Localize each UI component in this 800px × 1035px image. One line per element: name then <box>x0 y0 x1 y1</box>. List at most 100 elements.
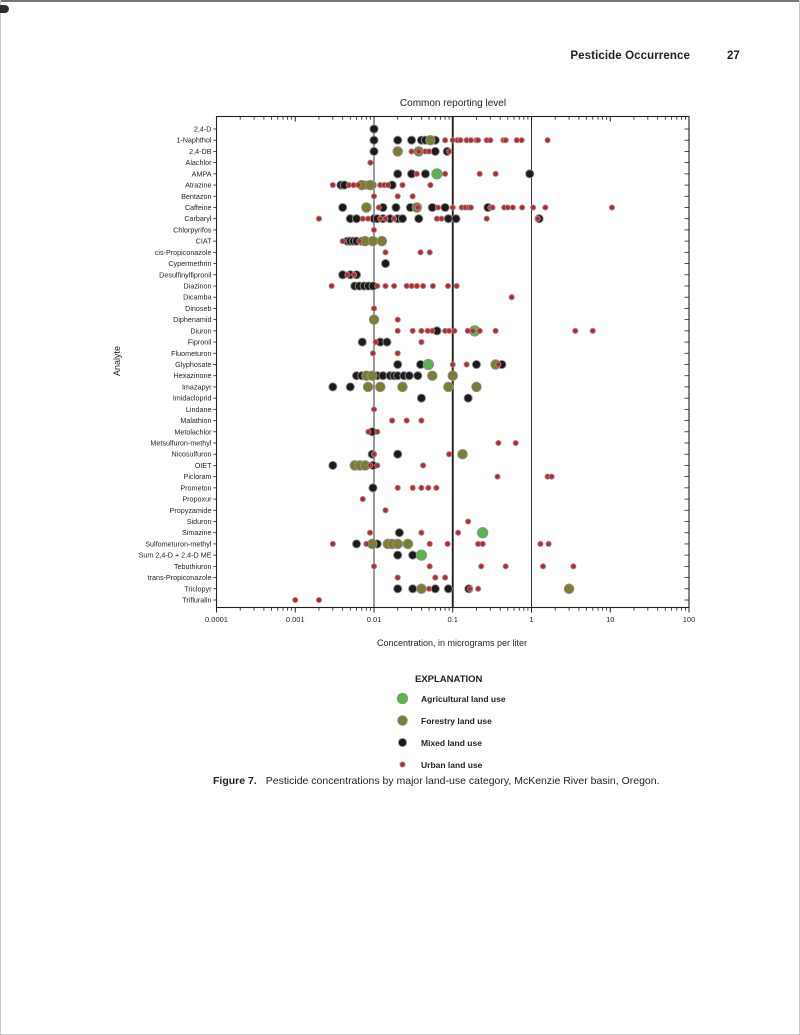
urban-data-point <box>512 439 519 447</box>
mixed-data-point <box>404 371 414 381</box>
analyte-label: Carbaryl <box>184 214 212 223</box>
analyte-label: 2,4-D <box>194 125 212 134</box>
urban-data-point <box>425 484 432 491</box>
urban-data-point <box>389 417 396 424</box>
agricultural-data-point <box>477 527 489 539</box>
mixed-data-point <box>451 214 461 224</box>
urban-data-point <box>370 193 378 200</box>
urban-data-point <box>444 540 451 547</box>
analyte-label: Trifluralin <box>182 596 211 605</box>
analyte-label: Picloram <box>184 472 212 481</box>
analyte-label: Hexazinone <box>174 371 212 380</box>
mixed-data-point <box>345 382 355 392</box>
forestry-data-point <box>362 381 374 393</box>
urban-data-point <box>534 215 541 222</box>
urban-data-point <box>382 282 389 290</box>
urban-data-point <box>391 282 398 290</box>
mixed-data-point <box>440 202 450 213</box>
analyte-label: Tebuthiuron <box>174 562 212 571</box>
urban-data-point <box>418 484 425 491</box>
urban-data-point <box>351 271 358 278</box>
urban-data-point <box>434 204 442 211</box>
urban-data-point <box>426 249 433 256</box>
urban-data-point <box>427 182 434 189</box>
urban-data-point <box>457 137 464 144</box>
urban-data-point <box>449 204 456 211</box>
analyte-label: 1-Naphthol <box>176 136 212 145</box>
mixed-marker-icon <box>397 737 408 748</box>
urban-data-point <box>466 585 473 592</box>
mixed-data-point <box>525 169 535 179</box>
forestry-marker <box>397 715 408 726</box>
mixed-data-point <box>397 214 408 224</box>
analyte-label: Chlorpyrifos <box>173 225 212 234</box>
analyte-label: Cypermethrin <box>168 259 211 268</box>
forestry-data-point <box>425 134 436 146</box>
urban-data-point <box>548 473 555 480</box>
x-tick-label: 1 <box>529 615 533 624</box>
forestry-data-point <box>392 538 403 550</box>
urban-data-point <box>384 182 391 189</box>
mixed-data-point <box>357 337 367 347</box>
urban-data-point <box>365 428 372 435</box>
forestry-data-point <box>416 583 427 595</box>
legend-label-forestry: Forestry land use <box>421 715 492 726</box>
forestry-data-point <box>457 448 468 460</box>
urban-data-point <box>366 529 374 536</box>
urban-data-point <box>382 215 389 222</box>
urban-data-point <box>391 215 398 222</box>
agricultural-marker-icon <box>396 692 409 705</box>
urban-data-point <box>429 327 436 334</box>
analyte-label: Diphenamid <box>173 315 211 324</box>
urban-data-point <box>409 484 416 491</box>
forestry-data-point <box>397 381 408 393</box>
urban-data-point <box>455 529 462 536</box>
urban-data-point <box>425 585 433 592</box>
urban-data-point <box>495 361 502 368</box>
urban-data-point <box>364 215 372 222</box>
mixed-data-point <box>394 528 404 538</box>
forestry-data-point <box>367 235 379 247</box>
analyte-label: CIAT <box>196 237 212 246</box>
scan-artifact-top-edge <box>0 0 800 2</box>
urban-data-point <box>417 249 424 256</box>
urban-data-point <box>399 182 406 189</box>
urban-data-point <box>453 282 460 290</box>
urban-data-point <box>420 282 427 290</box>
urban-data-point <box>329 182 336 189</box>
legend-label-urban: Urban land use <box>421 759 483 770</box>
analyte-label: Imidacloprid <box>173 394 212 403</box>
urban-data-point <box>374 282 381 290</box>
analyte-label: AMPA <box>192 169 212 178</box>
urban-data-point <box>382 507 389 514</box>
urban-data-point <box>475 137 482 144</box>
analyte-label: Atrazine <box>185 181 211 190</box>
scan-artifact-corner-mark <box>0 5 9 13</box>
mixed-data-point <box>463 393 473 403</box>
mixed-data-point <box>443 584 453 594</box>
analyte-label: Fluometuron <box>171 349 211 358</box>
urban-data-point <box>370 406 378 413</box>
urban-data-point <box>370 563 378 570</box>
y-axis-label: Analyte <box>112 345 122 377</box>
urban-data-point <box>504 204 511 211</box>
urban-data-point <box>495 439 502 447</box>
figure-caption-label: Figure 7. <box>213 775 257 787</box>
urban-data-point <box>464 327 471 334</box>
analyte-label: OIET <box>195 461 212 470</box>
urban-data-point <box>463 361 470 368</box>
urban-data-point <box>442 574 449 581</box>
urban-data-point <box>363 540 370 547</box>
analyte-label: Triclopyr <box>184 584 212 593</box>
analyte-label: Diuron <box>190 326 211 335</box>
urban-data-point <box>545 540 552 547</box>
mixed-data-point <box>338 202 348 213</box>
urban-marker-icon <box>399 761 406 768</box>
urban-data-point <box>356 238 363 245</box>
mixed-data-point <box>393 584 403 594</box>
urban-data-point <box>426 563 433 570</box>
analyte-label: Nicosulfuron <box>172 450 212 459</box>
urban-data-point <box>374 462 381 469</box>
